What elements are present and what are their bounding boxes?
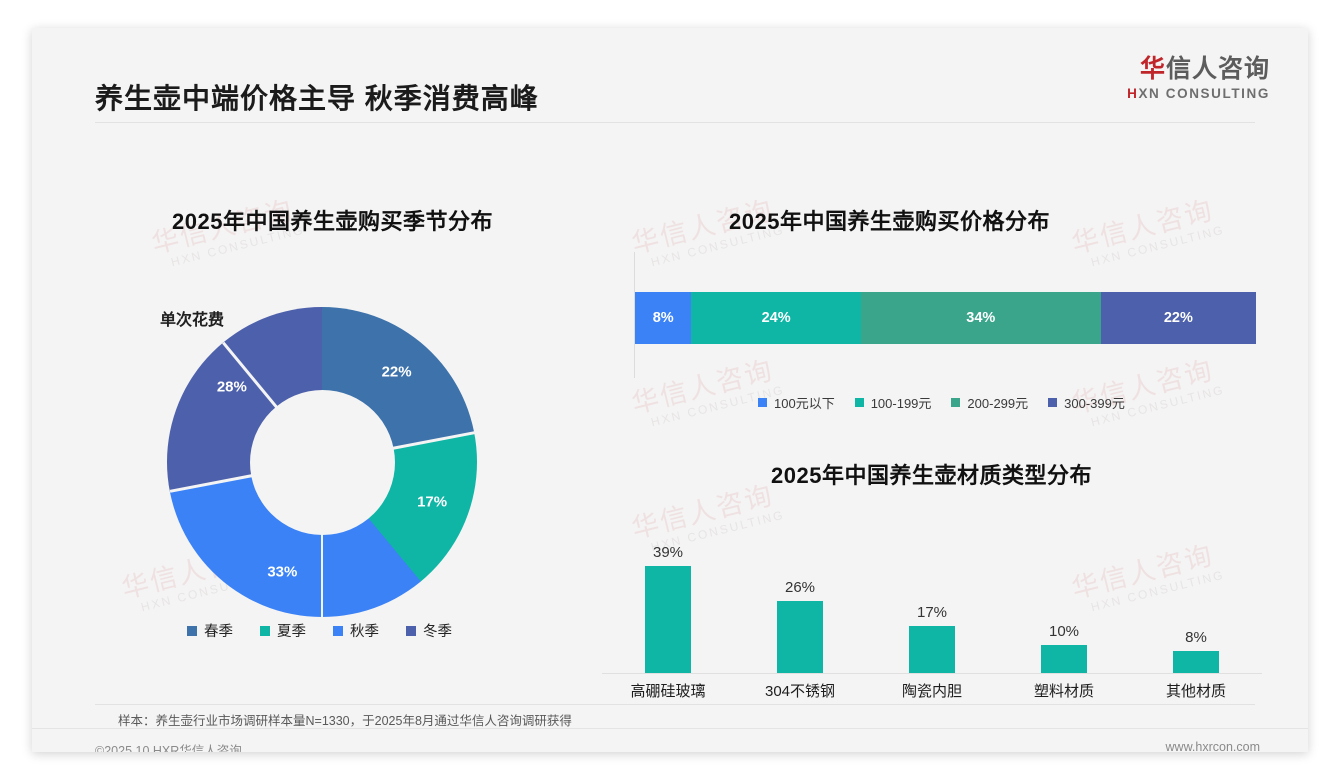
column-bar[interactable]: [645, 565, 691, 673]
stacked-bar-legend-item[interactable]: 100-199元: [854, 393, 932, 412]
website-url: www.hxrcon.com: [1165, 740, 1260, 752]
logo-cn-rest: 信人咨询: [1165, 55, 1270, 83]
stacked-bar-segment[interactable]: 8%: [635, 292, 692, 344]
legend-swatch-icon: [187, 625, 197, 636]
stacked-bar-track: 8% 24% 34% 22%: [635, 292, 1256, 344]
logo-en-rest: XN CONSULTING: [1138, 86, 1270, 101]
donut-legend-label: 秋季: [350, 624, 379, 640]
stacked-bar-legend-item[interactable]: 100元以下: [758, 393, 835, 412]
page-title: 养生壶中端价格主导 秋季消费高峰: [95, 83, 539, 114]
column-bar-value-label: 10%: [1048, 623, 1080, 641]
stacked-bar-legend-label: 100-199元: [870, 396, 932, 411]
stacked-bar-legend-label: 200-299元: [967, 396, 1029, 411]
logo-cn-text: 华信人咨询: [1127, 56, 1270, 83]
column-bar[interactable]: [777, 601, 823, 673]
column-bar[interactable]: [909, 626, 955, 673]
column-bar[interactable]: [1041, 645, 1087, 673]
donut-legend-item[interactable]: 春季: [187, 620, 233, 641]
column-category-label: 304不锈钢: [764, 683, 836, 700]
stacked-bar-title: 2025年中国养生壶购买价格分布: [729, 209, 1050, 234]
donut-separator: [320, 462, 324, 617]
stacked-bar-row-label: 单次花费: [159, 312, 224, 329]
stacked-bar-legend: 100元以下 100-199元 200-299元 300-399元: [758, 393, 1125, 412]
footer-divider: [32, 728, 1308, 729]
column-bar-value-label: 39%: [652, 543, 684, 561]
legend-swatch-icon: [1048, 398, 1058, 407]
column-category-label: 其他材质: [1165, 683, 1226, 700]
stacked-bar-legend-label: 100元以下: [774, 396, 835, 411]
stacked-bar-axis-line: [634, 252, 635, 378]
logo-cn-red: 华: [1139, 55, 1166, 83]
stacked-bar-segment[interactable]: 34%: [860, 292, 1101, 344]
column-category-label: 塑料材质: [1033, 683, 1094, 700]
donut-legend-item[interactable]: 冬季: [406, 620, 452, 641]
column-bar-group: 17%: [866, 518, 998, 673]
donut-legend-label: 春季: [204, 624, 233, 640]
stacked-bar-segment[interactable]: 22%: [1100, 292, 1256, 344]
column-bar-value-label: 17%: [916, 604, 948, 622]
donut-chart-title: 2025年中国养生壶购买季节分布: [172, 209, 493, 234]
sample-footnote: 样本：养生壶行业市场调研样本量N=1330，于2025年8月通过华信人咨询调研获…: [118, 714, 572, 728]
donut-slice-label: 22%: [381, 363, 412, 381]
column-chart-category-labels: 高硼硅玻璃 304不锈钢 陶瓷内胆 塑料材质 其他材质: [602, 680, 1262, 701]
column-bar-group: 8%: [1130, 518, 1262, 673]
watermark-cn: 华信人咨询: [1068, 194, 1217, 260]
material-column-chart: 39% 26% 17% 10% 8%: [602, 518, 1262, 674]
column-bar-group: 39%: [602, 518, 734, 673]
brand-logo: 华信人咨询 HXN CONSULTING: [1127, 56, 1270, 102]
season-donut-chart: 22% 17% 33% 28%: [167, 307, 477, 617]
logo-en-text: HXN CONSULTING: [1127, 86, 1270, 101]
column-category-label: 高硼硅玻璃: [630, 683, 706, 700]
column-bar-value-label: 8%: [1185, 628, 1207, 646]
donut-slice-label: 17%: [417, 493, 448, 511]
legend-swatch-icon: [260, 625, 270, 636]
stacked-bar-segment-label: 34%: [966, 310, 996, 326]
donut-legend-item[interactable]: 夏季: [260, 620, 306, 641]
stacked-bar-segment[interactable]: 24%: [691, 292, 861, 344]
legend-swatch-icon: [951, 398, 961, 407]
column-chart-bars: 39% 26% 17% 10% 8%: [602, 518, 1262, 673]
price-stacked-bar-chart: 8% 24% 34% 22%: [634, 252, 1256, 378]
column-chart-title: 2025年中国养生壶材质类型分布: [771, 463, 1092, 488]
slide-header: 养生壶中端价格主导 秋季消费高峰 华信人咨询 HXN CONSULTING: [32, 28, 1308, 124]
column-chart-baseline: [602, 673, 1262, 674]
stacked-bar-segment-label: 8%: [652, 310, 674, 326]
copyright-text: ©2025.10 HXR华信人咨询: [95, 744, 242, 752]
column-bar-group: 10%: [998, 518, 1130, 673]
column-bar[interactable]: [1173, 650, 1219, 673]
stacked-bar-segment-label: 22%: [1163, 310, 1193, 326]
header-divider: [95, 122, 1255, 123]
donut-legend-label: 冬季: [423, 624, 452, 640]
column-category-label: 陶瓷内胆: [901, 683, 962, 700]
legend-swatch-icon: [758, 398, 767, 407]
slide-canvas: 华信人咨询 HXN CONSULTING 华信人咨询 HXN CONSULTIN…: [32, 28, 1308, 752]
donut-legend-label: 夏季: [277, 624, 306, 640]
legend-swatch-icon: [333, 625, 343, 636]
stacked-bar-legend-item[interactable]: 300-399元: [1048, 393, 1125, 412]
stacked-bar-legend-label: 300-399元: [1064, 396, 1125, 411]
column-bar-value-label: 26%: [784, 579, 816, 597]
column-bar-group: 26%: [734, 518, 866, 673]
legend-swatch-icon: [406, 625, 416, 636]
logo-en-red: H: [1127, 86, 1139, 101]
legend-swatch-icon: [854, 398, 864, 407]
donut-legend: 春季 夏季 秋季 冬季: [187, 620, 452, 641]
stacked-bar-legend-item[interactable]: 200-299元: [951, 393, 1028, 412]
footnote-divider: [95, 704, 1255, 705]
donut-legend-item[interactable]: 秋季: [333, 620, 379, 641]
donut-slice-label: 33%: [267, 563, 298, 581]
donut-slice-label: 28%: [216, 378, 247, 396]
stacked-bar-segment-label: 24%: [761, 310, 791, 326]
